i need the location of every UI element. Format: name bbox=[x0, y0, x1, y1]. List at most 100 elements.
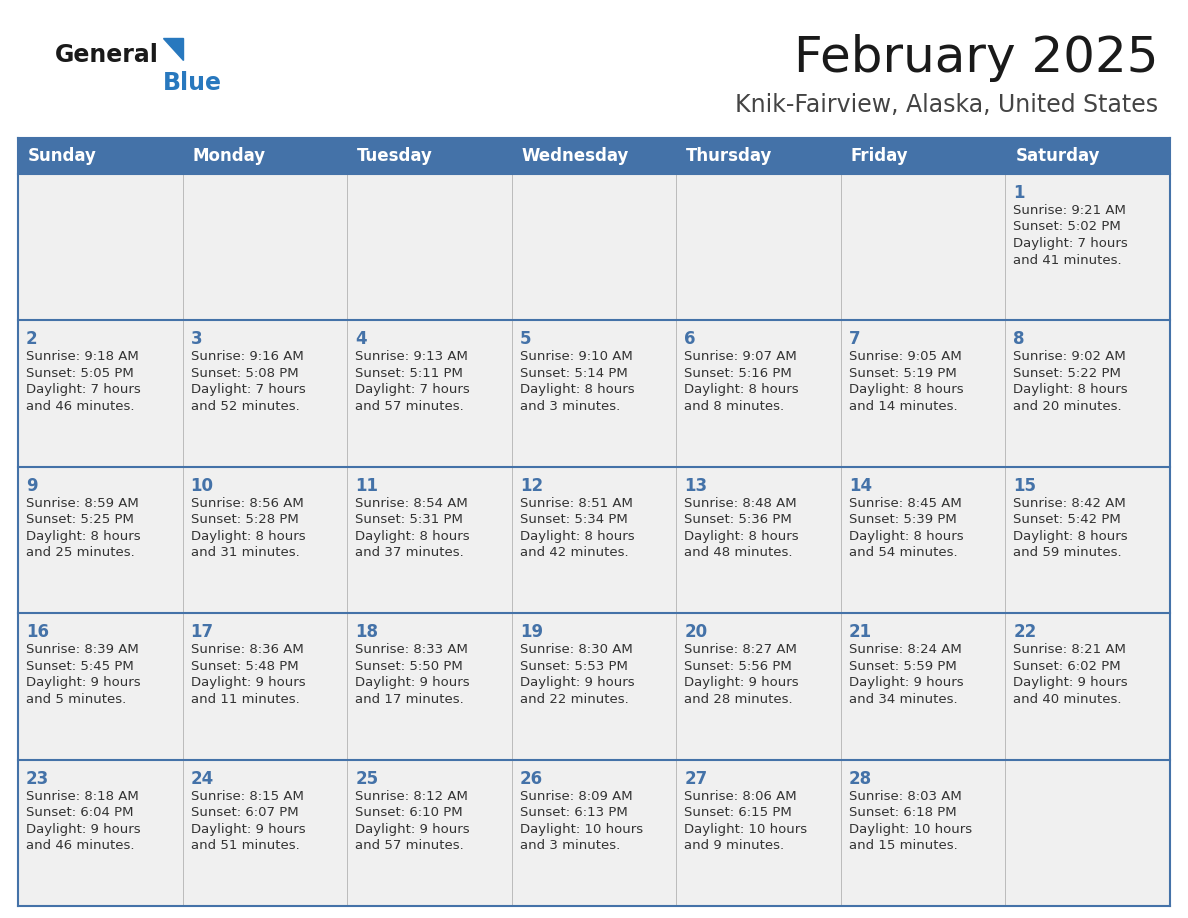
Text: Daylight: 10 hours: Daylight: 10 hours bbox=[849, 823, 972, 835]
Text: Daylight: 9 hours: Daylight: 9 hours bbox=[1013, 677, 1129, 689]
Text: Sunrise: 8:54 AM: Sunrise: 8:54 AM bbox=[355, 497, 468, 509]
Text: Sunset: 6:04 PM: Sunset: 6:04 PM bbox=[26, 806, 133, 819]
Text: Sunset: 6:18 PM: Sunset: 6:18 PM bbox=[849, 806, 956, 819]
Text: Sunset: 5:42 PM: Sunset: 5:42 PM bbox=[1013, 513, 1121, 526]
Text: Sunset: 5:53 PM: Sunset: 5:53 PM bbox=[519, 660, 627, 673]
Text: Daylight: 9 hours: Daylight: 9 hours bbox=[26, 677, 140, 689]
Text: Daylight: 7 hours: Daylight: 7 hours bbox=[190, 384, 305, 397]
Text: Sunrise: 8:42 AM: Sunrise: 8:42 AM bbox=[1013, 497, 1126, 509]
Text: Sunset: 6:07 PM: Sunset: 6:07 PM bbox=[190, 806, 298, 819]
Text: Sunrise: 8:06 AM: Sunrise: 8:06 AM bbox=[684, 789, 797, 802]
Text: Saturday: Saturday bbox=[1016, 147, 1100, 165]
Text: Daylight: 9 hours: Daylight: 9 hours bbox=[849, 677, 963, 689]
Text: Daylight: 9 hours: Daylight: 9 hours bbox=[190, 677, 305, 689]
Text: Sunset: 5:31 PM: Sunset: 5:31 PM bbox=[355, 513, 463, 526]
Text: Sunset: 5:39 PM: Sunset: 5:39 PM bbox=[849, 513, 956, 526]
Text: Tuesday: Tuesday bbox=[358, 147, 432, 165]
Text: and 40 minutes.: and 40 minutes. bbox=[1013, 693, 1121, 706]
Text: Sunset: 5:34 PM: Sunset: 5:34 PM bbox=[519, 513, 627, 526]
Text: 21: 21 bbox=[849, 623, 872, 641]
Text: and 42 minutes.: and 42 minutes. bbox=[519, 546, 628, 559]
Text: 25: 25 bbox=[355, 769, 378, 788]
Text: and 34 minutes.: and 34 minutes. bbox=[849, 693, 958, 706]
Text: and 9 minutes.: and 9 minutes. bbox=[684, 839, 784, 852]
Text: Sunrise: 8:48 AM: Sunrise: 8:48 AM bbox=[684, 497, 797, 509]
Text: 8: 8 bbox=[1013, 330, 1025, 349]
Text: Sunset: 5:36 PM: Sunset: 5:36 PM bbox=[684, 513, 792, 526]
Text: Sunset: 6:15 PM: Sunset: 6:15 PM bbox=[684, 806, 792, 819]
Text: Sunrise: 8:03 AM: Sunrise: 8:03 AM bbox=[849, 789, 961, 802]
Text: Daylight: 8 hours: Daylight: 8 hours bbox=[1013, 384, 1129, 397]
Text: Sunrise: 8:45 AM: Sunrise: 8:45 AM bbox=[849, 497, 961, 509]
Text: Daylight: 10 hours: Daylight: 10 hours bbox=[684, 823, 808, 835]
Text: Daylight: 8 hours: Daylight: 8 hours bbox=[684, 384, 798, 397]
Text: 10: 10 bbox=[190, 476, 214, 495]
Text: Sunrise: 8:18 AM: Sunrise: 8:18 AM bbox=[26, 789, 139, 802]
Text: 7: 7 bbox=[849, 330, 860, 349]
Text: 3: 3 bbox=[190, 330, 202, 349]
Text: Thursday: Thursday bbox=[687, 147, 772, 165]
Text: 22: 22 bbox=[1013, 623, 1037, 641]
Text: and 52 minutes.: and 52 minutes. bbox=[190, 400, 299, 413]
Text: Daylight: 8 hours: Daylight: 8 hours bbox=[519, 530, 634, 543]
Text: and 22 minutes.: and 22 minutes. bbox=[519, 693, 628, 706]
Text: 2: 2 bbox=[26, 330, 38, 349]
Text: Daylight: 8 hours: Daylight: 8 hours bbox=[849, 384, 963, 397]
Text: Sunrise: 8:24 AM: Sunrise: 8:24 AM bbox=[849, 644, 961, 656]
Text: and 59 minutes.: and 59 minutes. bbox=[1013, 546, 1121, 559]
Text: General: General bbox=[55, 43, 159, 67]
Text: and 3 minutes.: and 3 minutes. bbox=[519, 400, 620, 413]
Text: 1: 1 bbox=[1013, 184, 1025, 202]
Text: Wednesday: Wednesday bbox=[522, 147, 630, 165]
Text: Sunrise: 8:30 AM: Sunrise: 8:30 AM bbox=[519, 644, 632, 656]
Text: Sunrise: 8:56 AM: Sunrise: 8:56 AM bbox=[190, 497, 303, 509]
Text: Sunset: 5:05 PM: Sunset: 5:05 PM bbox=[26, 367, 134, 380]
Text: and 8 minutes.: and 8 minutes. bbox=[684, 400, 784, 413]
Text: Daylight: 8 hours: Daylight: 8 hours bbox=[519, 384, 634, 397]
Text: Knik-Fairview, Alaska, United States: Knik-Fairview, Alaska, United States bbox=[735, 93, 1158, 117]
Text: Sunrise: 8:33 AM: Sunrise: 8:33 AM bbox=[355, 644, 468, 656]
Text: and 11 minutes.: and 11 minutes. bbox=[190, 693, 299, 706]
Text: Daylight: 9 hours: Daylight: 9 hours bbox=[190, 823, 305, 835]
Text: Daylight: 7 hours: Daylight: 7 hours bbox=[26, 384, 140, 397]
Text: Sunrise: 8:21 AM: Sunrise: 8:21 AM bbox=[1013, 644, 1126, 656]
Text: 20: 20 bbox=[684, 623, 707, 641]
Bar bbox=[18, 466, 1170, 613]
Text: Sunset: 5:50 PM: Sunset: 5:50 PM bbox=[355, 660, 463, 673]
Text: Sunrise: 9:13 AM: Sunrise: 9:13 AM bbox=[355, 351, 468, 364]
Text: Sunrise: 8:36 AM: Sunrise: 8:36 AM bbox=[190, 644, 303, 656]
Text: Daylight: 9 hours: Daylight: 9 hours bbox=[519, 677, 634, 689]
Text: and 5 minutes.: and 5 minutes. bbox=[26, 693, 126, 706]
Text: Sunrise: 8:39 AM: Sunrise: 8:39 AM bbox=[26, 644, 139, 656]
Text: Daylight: 9 hours: Daylight: 9 hours bbox=[684, 677, 798, 689]
Text: Daylight: 9 hours: Daylight: 9 hours bbox=[355, 677, 469, 689]
Text: Sunrise: 9:21 AM: Sunrise: 9:21 AM bbox=[1013, 204, 1126, 217]
Text: Sunday: Sunday bbox=[29, 147, 97, 165]
Text: Daylight: 9 hours: Daylight: 9 hours bbox=[26, 823, 140, 835]
Text: Sunset: 6:10 PM: Sunset: 6:10 PM bbox=[355, 806, 463, 819]
Text: 6: 6 bbox=[684, 330, 696, 349]
Text: Sunrise: 9:10 AM: Sunrise: 9:10 AM bbox=[519, 351, 632, 364]
Text: 5: 5 bbox=[519, 330, 531, 349]
Text: Daylight: 7 hours: Daylight: 7 hours bbox=[1013, 237, 1129, 250]
Text: and 46 minutes.: and 46 minutes. bbox=[26, 400, 134, 413]
Text: 13: 13 bbox=[684, 476, 707, 495]
Polygon shape bbox=[163, 38, 183, 60]
Text: February 2025: February 2025 bbox=[794, 34, 1158, 82]
Text: 12: 12 bbox=[519, 476, 543, 495]
Text: Sunset: 5:19 PM: Sunset: 5:19 PM bbox=[849, 367, 956, 380]
Text: Daylight: 8 hours: Daylight: 8 hours bbox=[190, 530, 305, 543]
Text: and 20 minutes.: and 20 minutes. bbox=[1013, 400, 1121, 413]
Text: 28: 28 bbox=[849, 769, 872, 788]
Text: Sunrise: 9:02 AM: Sunrise: 9:02 AM bbox=[1013, 351, 1126, 364]
Text: 16: 16 bbox=[26, 623, 49, 641]
Text: Sunrise: 9:16 AM: Sunrise: 9:16 AM bbox=[190, 351, 303, 364]
Text: Daylight: 9 hours: Daylight: 9 hours bbox=[355, 823, 469, 835]
Text: and 28 minutes.: and 28 minutes. bbox=[684, 693, 792, 706]
Text: 17: 17 bbox=[190, 623, 214, 641]
Text: Sunset: 5:45 PM: Sunset: 5:45 PM bbox=[26, 660, 134, 673]
Text: Sunrise: 8:27 AM: Sunrise: 8:27 AM bbox=[684, 644, 797, 656]
Text: Sunset: 5:22 PM: Sunset: 5:22 PM bbox=[1013, 367, 1121, 380]
Text: 23: 23 bbox=[26, 769, 49, 788]
Text: Sunset: 5:48 PM: Sunset: 5:48 PM bbox=[190, 660, 298, 673]
